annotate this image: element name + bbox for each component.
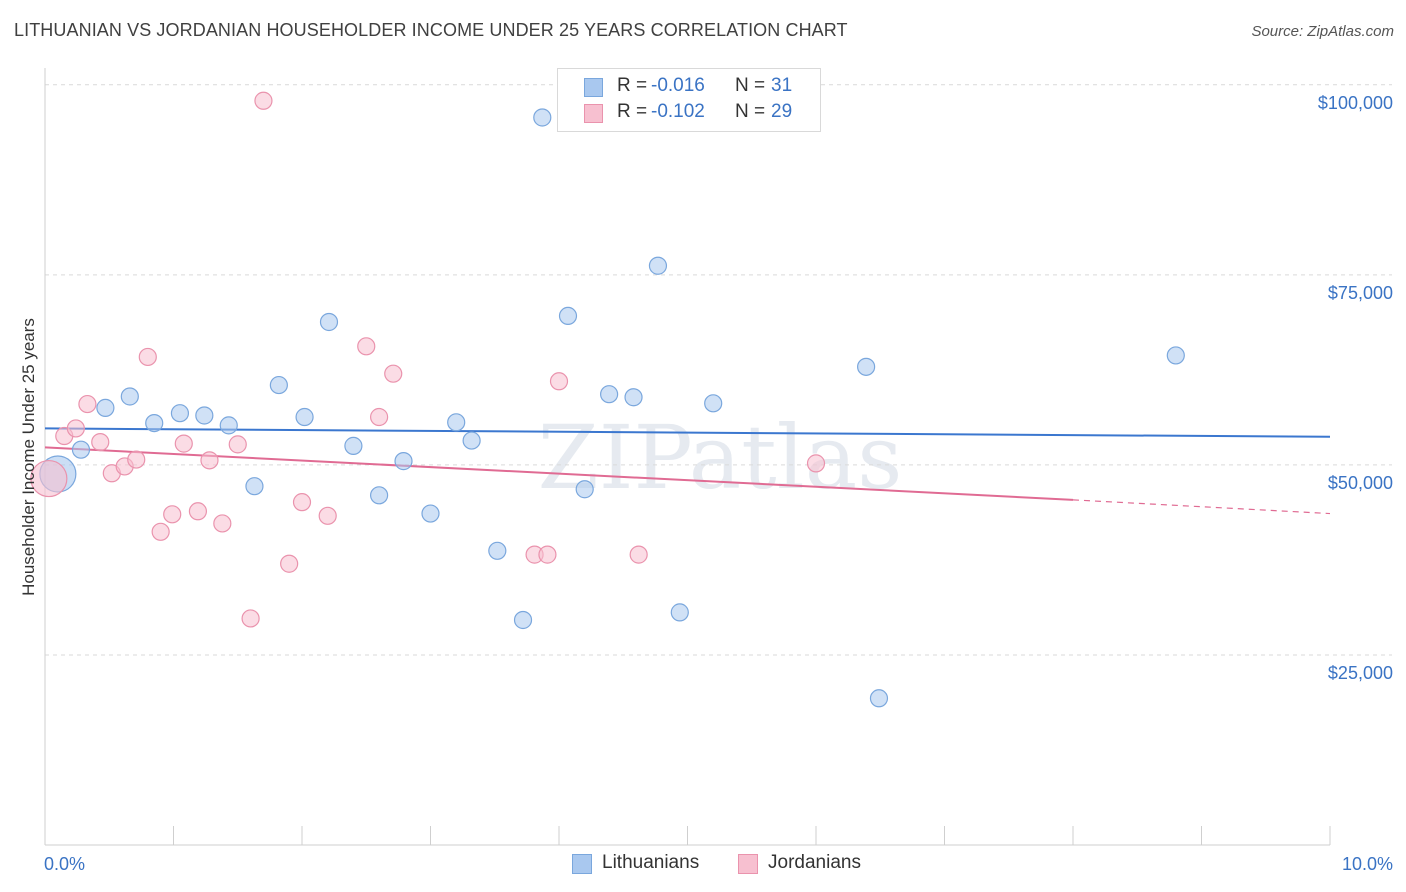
data-point: [624, 388, 643, 407]
data-point: [145, 413, 164, 433]
data-point: [127, 450, 146, 469]
data-point: [357, 337, 376, 356]
data-point: [1166, 346, 1185, 365]
data-point: [575, 480, 594, 499]
data-point: [245, 477, 264, 496]
data-point: [806, 454, 826, 473]
legend-swatch-lithuanians: [572, 854, 592, 874]
x-tick-label: 0.0%: [44, 854, 85, 874]
data-point: [488, 541, 507, 560]
tick-labels: $25,000 $50,000 $75,000 $100,000 0.0% 10.0%: [44, 93, 1393, 874]
data-point: [213, 514, 232, 533]
data-point: [91, 432, 110, 452]
data-point: [241, 609, 260, 628]
data-point: [869, 689, 889, 708]
data-point: [318, 506, 337, 525]
data-point: [269, 375, 288, 395]
data-point: [280, 554, 299, 573]
data-point: [174, 434, 193, 453]
data-point: [200, 451, 219, 470]
data-point: [370, 486, 389, 505]
data-point: [462, 431, 481, 450]
data-point: [670, 603, 689, 622]
data-point: [344, 436, 363, 455]
y-tick-label: $100,000: [1318, 93, 1393, 113]
data-point: [533, 108, 552, 127]
data-point: [538, 545, 557, 564]
data-point: [163, 505, 182, 524]
r-value: -0.102: [651, 101, 705, 122]
trend-line: [44, 427, 1331, 438]
stats-swatch-jordanians: [584, 104, 603, 123]
data-point: [370, 407, 389, 427]
r-label: R =: [617, 75, 648, 96]
source-note: Source: ZipAtlas.com: [1251, 23, 1394, 40]
axes: [44, 68, 1331, 846]
data-point: [629, 545, 648, 564]
legend-label: Lithuanians: [602, 852, 700, 873]
stats-box: R = -0.016 N = 31 R = -0.102 N = 29: [557, 68, 821, 132]
stats-swatch-lithuanians: [584, 78, 603, 97]
n-value: 29: [771, 101, 793, 122]
data-point: [319, 312, 339, 332]
data-point: [857, 357, 876, 376]
trend-line-extension: [1072, 499, 1331, 515]
data-point: [219, 416, 238, 435]
data-point: [71, 440, 91, 459]
data-point: [228, 435, 247, 454]
data-point: [558, 306, 578, 326]
data-point: [513, 610, 533, 630]
data-point: [188, 502, 208, 521]
y-tick-label: $25,000: [1328, 663, 1393, 683]
y-tick-label: $50,000: [1328, 473, 1393, 493]
data-point: [96, 398, 115, 417]
data-point: [66, 419, 85, 438]
data-point: [295, 407, 314, 427]
data-points: [30, 91, 1185, 708]
data-point: [421, 504, 440, 523]
data-point: [384, 364, 403, 383]
legend-swatch-jordanians: [738, 854, 758, 874]
r-label: R =: [617, 101, 648, 122]
y-axis-title: Householder Income Under 25 years: [19, 318, 38, 596]
data-point: [30, 459, 68, 498]
n-label: N =: [735, 101, 766, 122]
data-point: [394, 452, 413, 471]
watermark: ZIPatlas: [538, 406, 903, 509]
data-point: [447, 413, 466, 432]
data-point: [549, 372, 569, 391]
y-tick-label: $75,000: [1328, 283, 1393, 303]
data-point: [648, 256, 668, 275]
data-point: [195, 406, 214, 425]
data-point: [292, 493, 312, 512]
n-label: N =: [735, 75, 766, 96]
n-value: 31: [771, 75, 793, 96]
legend-label: Jordanians: [768, 852, 861, 873]
data-point: [600, 385, 619, 404]
x-tick-label: 10.0%: [1342, 854, 1393, 874]
data-point: [120, 387, 139, 406]
data-point: [170, 404, 190, 423]
grid: [45, 84, 1392, 656]
data-point: [138, 347, 157, 367]
data-point: [704, 394, 723, 413]
chart-title: LITHUANIAN VS JORDANIAN HOUSEHOLDER INCO…: [14, 20, 848, 40]
data-point: [78, 394, 97, 414]
data-point: [151, 522, 170, 541]
r-value: -0.016: [651, 75, 705, 96]
data-point: [254, 91, 273, 110]
